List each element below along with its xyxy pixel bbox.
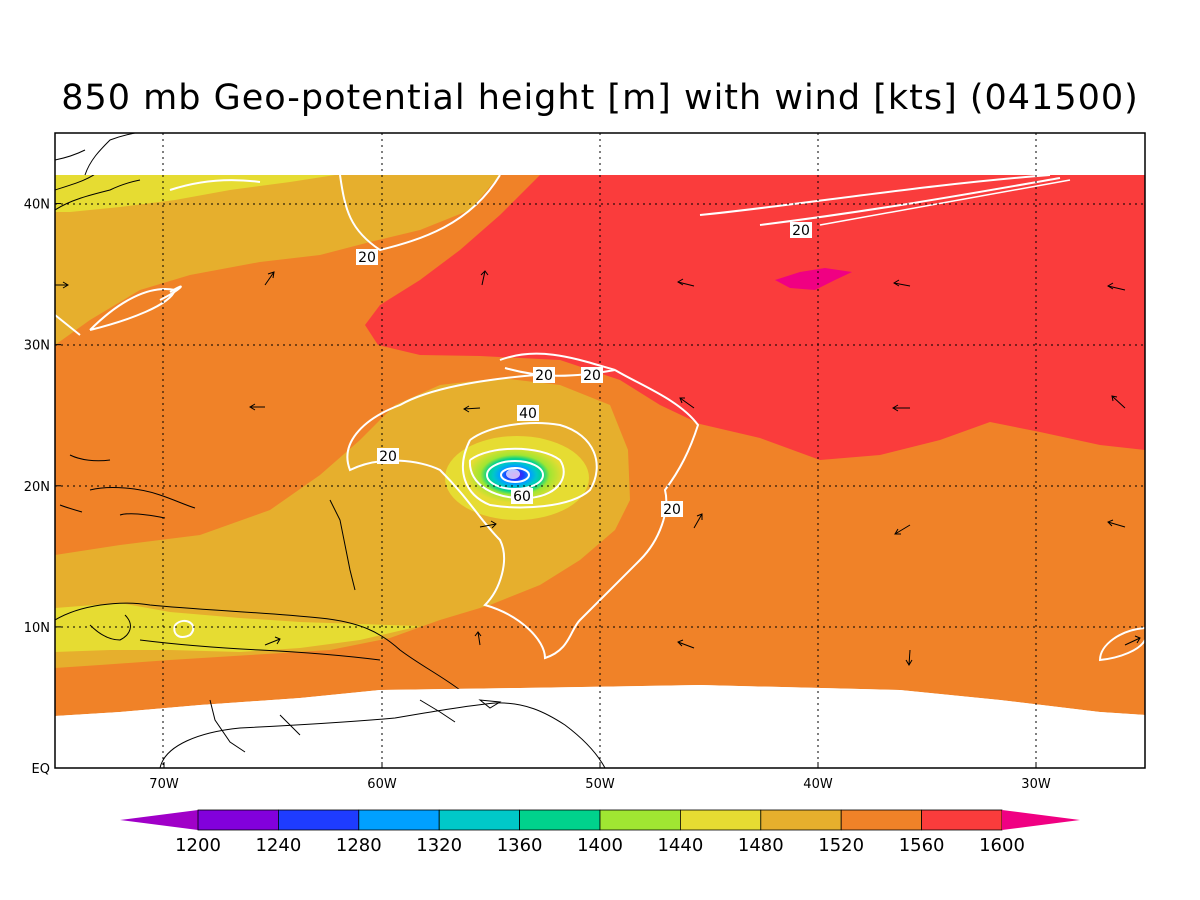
- wind-arrow: [894, 524, 911, 535]
- contour-40: [461, 422, 598, 509]
- contour-labels: 20 20 20 20 20 20 40 60: [356, 222, 812, 518]
- y-tick-label: 20N: [24, 480, 50, 495]
- wind-arrow: [892, 404, 910, 412]
- wind-arrow: [893, 279, 911, 287]
- height-field-1520-north: [55, 175, 500, 345]
- svg-text:20: 20: [535, 368, 553, 384]
- colorbar-label: 1520: [818, 835, 864, 856]
- colorbar-label: 1200: [175, 835, 221, 856]
- contour-20-northeast: [699, 174, 1061, 226]
- map-field: [55, 133, 1145, 768]
- contour-20-southwest: [173, 619, 195, 638]
- colorbar-swatch: [760, 809, 842, 831]
- wind-arrow: [1111, 395, 1126, 409]
- graticule: [55, 133, 1145, 768]
- wind-arrow: [463, 405, 481, 413]
- chart-title: 850 mb Geo-potential height [m] with win…: [61, 78, 1139, 118]
- contour-60: [468, 447, 565, 500]
- colorbar-label: 1320: [416, 835, 462, 856]
- coastlines-overlay: [54, 132, 606, 769]
- colorbar-label: 1360: [497, 835, 543, 856]
- x-axis-ticks: 70W 60W 50W 40W 30W: [149, 762, 1051, 792]
- wind-arrow: [480, 270, 489, 286]
- x-tick-label: 40W: [803, 777, 833, 792]
- height-field-1600: [365, 175, 1145, 460]
- contour-label: 40: [517, 405, 539, 422]
- svg-text:60: 60: [513, 489, 531, 505]
- contour-label: 60: [511, 488, 533, 505]
- svg-text:20: 20: [379, 449, 397, 465]
- colorbar-label: 1240: [255, 835, 301, 856]
- contour-label: 20: [533, 367, 555, 384]
- storm-eye: [506, 469, 520, 479]
- colorbar-label: 1600: [979, 835, 1025, 856]
- undefined-bottom: [55, 685, 1145, 768]
- svg-text:20: 20: [663, 502, 681, 518]
- colorbar-label: 1560: [899, 835, 945, 856]
- contour-label: 20: [356, 249, 378, 266]
- colorbar-swatch: [438, 809, 521, 831]
- wind-arrow: [1107, 519, 1126, 528]
- colorbar: 1200 1240 1280 1320 1360 1400 1440 1480 1520 1560…: [120, 809, 1080, 856]
- wind-arrow: [264, 636, 281, 646]
- x-tick-label: 60W: [367, 777, 397, 792]
- contour-20-topleft: [169, 179, 261, 191]
- y-tick-label: 40N: [24, 198, 50, 213]
- contour-20-small-nw: [159, 285, 182, 301]
- wind-arrow: [1124, 635, 1141, 646]
- colorbar-overflow-swatch: [1002, 810, 1080, 830]
- svg-text:20: 20: [358, 250, 376, 266]
- y-tick-label: 30N: [24, 339, 50, 354]
- svg-text:20: 20: [792, 223, 810, 239]
- wind-arrow: [249, 403, 265, 411]
- x-tick-label: 50W: [585, 777, 615, 792]
- colorbar-swatch: [680, 809, 762, 831]
- colorbar-swatch: [358, 809, 440, 831]
- colorbar-swatch: [277, 809, 360, 831]
- contour-20-east: [1098, 627, 1145, 662]
- wind-arrow: [905, 649, 913, 666]
- wind-arrow: [693, 513, 703, 529]
- contour-label: 20: [581, 367, 603, 384]
- colorbar-swatch: [519, 809, 601, 831]
- colorbar-label: 1280: [336, 835, 382, 856]
- height-field-1640-spot: [775, 268, 852, 290]
- wind-contours-thin: [819, 179, 1071, 226]
- contour-100: [500, 467, 530, 483]
- colorbar-swatch: [197, 809, 279, 831]
- x-tick-label: 70W: [149, 777, 179, 792]
- colorbar-swatch: [840, 809, 923, 831]
- svg-text:20: 20: [583, 368, 601, 384]
- wind-vectors: [54, 270, 1141, 666]
- contour-label: 20: [377, 448, 399, 465]
- colorbar-swatch: [921, 809, 1003, 831]
- wind-arrow: [479, 520, 497, 529]
- y-tick-label: EQ: [32, 762, 50, 777]
- x-tick-label: 30W: [1021, 777, 1051, 792]
- svg-text:40: 40: [519, 406, 537, 422]
- colorbar-label: 1400: [577, 835, 623, 856]
- colorbar-swatch: [599, 809, 681, 831]
- wind-arrow: [474, 631, 482, 646]
- colorbar-label: 1480: [738, 835, 784, 856]
- contour-20-north: [339, 174, 501, 252]
- wind-arrow: [679, 397, 695, 409]
- wind-arrow: [55, 281, 69, 289]
- height-field-1480-south: [55, 603, 420, 652]
- colorbar-label: 1440: [657, 835, 703, 856]
- wind-arrow: [1107, 282, 1126, 291]
- contour-label: 20: [661, 501, 683, 518]
- contour-label: 20: [790, 222, 812, 239]
- wind-arrow: [264, 271, 275, 286]
- y-tick-label: 10N: [24, 621, 50, 636]
- colorbar-underflow-swatch: [120, 810, 198, 830]
- y-axis-ticks: EQ 10N 20N 30N 40N: [24, 198, 61, 777]
- wind-arrow: [677, 278, 695, 287]
- wind-arrow: [677, 639, 695, 649]
